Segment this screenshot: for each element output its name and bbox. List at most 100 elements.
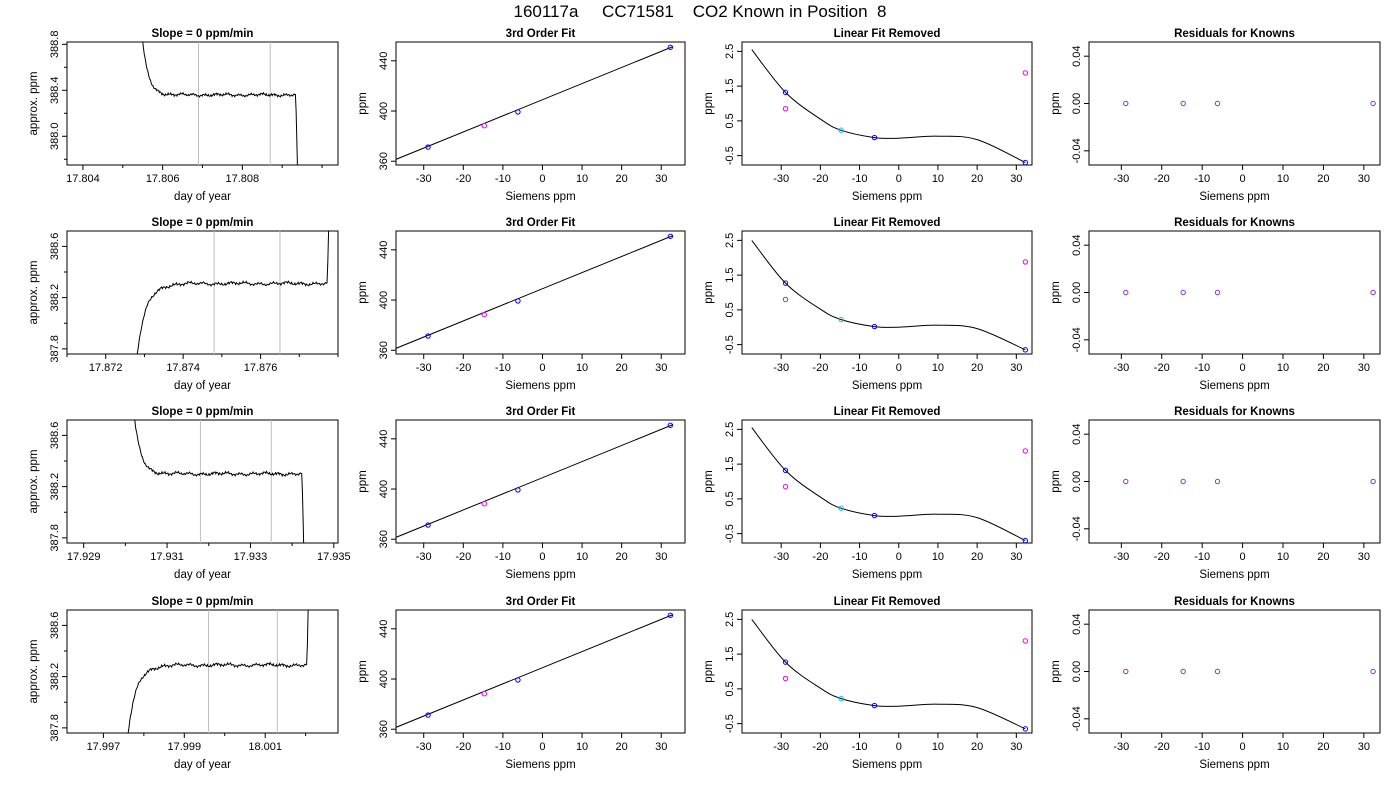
y-axis-label: approx. ppm — [28, 640, 40, 704]
panel-linres-row-3: Linear Fit Removed -30 -20 -10 0 10 20 30 -0.5 0.… — [703, 406, 1033, 581]
x-tick-label: 17.935 — [317, 551, 351, 563]
panel-title: Slope = 0 ppm/min — [152, 596, 254, 608]
x-axis-label: Siemens ppm — [852, 380, 922, 392]
y-tick-label: 440 — [378, 620, 390, 638]
data-point — [1370, 100, 1376, 107]
cubic-fit-curve — [751, 240, 1026, 351]
y-tick-label: 1.5 — [724, 456, 736, 471]
x-tick-label: 10 — [932, 362, 944, 374]
x-tick-label: 0 — [539, 173, 545, 185]
y-tick-label: 0.00 — [1071, 661, 1083, 682]
x-tick-label: 20 — [971, 173, 983, 185]
x-tick-label: 20 — [1317, 551, 1329, 563]
data-point — [1022, 638, 1029, 644]
data-point — [1180, 289, 1186, 296]
data-point — [481, 501, 487, 507]
plot-area — [751, 240, 1026, 351]
panel-linres-row-4: Linear Fit Removed -30 -20 -10 0 10 20 30 -0.5 0.… — [703, 596, 1033, 771]
data-point — [425, 333, 431, 339]
y-tick-label: 0.00 — [1071, 93, 1083, 114]
x-tick-label: 10 — [1277, 551, 1289, 563]
plot-frame — [1088, 609, 1381, 734]
plot-frame — [741, 230, 1033, 355]
x-tick-label: 0 — [539, 362, 545, 374]
y-axis-label: approx. ppm — [28, 72, 40, 136]
x-tick-label: -10 — [852, 362, 868, 374]
x-tick-label: -10 — [495, 741, 511, 753]
y-axis-label: ppm — [703, 281, 715, 303]
y-axis-label: ppm — [357, 660, 369, 682]
panel-fit-row-1: 3rd Order Fit -30 -20 -10 0 10 20 30 360 400 440 Si… — [357, 28, 686, 203]
data-point — [782, 89, 789, 96]
plot-area — [396, 46, 674, 160]
x-tick-label: -30 — [1113, 173, 1129, 185]
data-point — [1022, 259, 1029, 265]
x-tick-label: 10 — [576, 362, 588, 374]
plot-frame — [395, 41, 686, 166]
y-tick-label: 360 — [378, 720, 390, 738]
x-tick-label: -20 — [1154, 362, 1170, 374]
x-tick-label: -20 — [455, 741, 471, 753]
x-tick-label: -20 — [812, 551, 828, 563]
y-tick-label: 400 — [378, 670, 390, 688]
x-tick-label: 17.929 — [67, 551, 101, 563]
panel-title: Residuals for Knowns — [1174, 596, 1295, 608]
data-point — [425, 712, 431, 718]
data-point — [425, 522, 431, 528]
cubic-fit-curve — [751, 427, 1026, 542]
data-point — [1022, 448, 1029, 454]
panel-time-row-1: Slope = 0 ppm/min 17.804 17.806 17.808 388.0… — [28, 28, 339, 203]
data-point — [1123, 100, 1129, 107]
x-axis-label: Siemens ppm — [1199, 569, 1269, 581]
fit-line — [396, 424, 674, 538]
y-tick-label: 360 — [378, 341, 390, 359]
x-axis-label: Siemens ppm — [852, 191, 922, 203]
x-tick-label: -30 — [773, 173, 789, 185]
y-tick-label: 2.5 — [724, 422, 736, 437]
x-tick-label: -20 — [812, 741, 828, 753]
x-tick-label: -10 — [1194, 362, 1210, 374]
data-point — [871, 512, 878, 519]
plot-frame — [395, 230, 686, 355]
y-tick-label: 0.04 — [1071, 45, 1083, 66]
data-point — [1022, 70, 1029, 76]
panel-title: Residuals for Knowns — [1174, 217, 1295, 229]
plot-frame — [741, 419, 1033, 544]
x-tick-label: -20 — [1154, 551, 1170, 563]
panel-linres-row-1: Linear Fit Removed -30 -20 -10 0 10 20 30 -0.5 0.… — [703, 28, 1033, 203]
x-tick-label: 20 — [971, 362, 983, 374]
panel-title: Linear Fit Removed — [834, 217, 941, 229]
x-tick-label: 30 — [655, 741, 667, 753]
y-axis-label: ppm — [1050, 281, 1062, 303]
y-tick-label: -0.5 — [724, 524, 736, 543]
y-tick-label: 387.8 — [49, 335, 61, 363]
x-tick-label: 17.808 — [226, 173, 260, 185]
y-tick-label: -0.5 — [724, 335, 736, 354]
concentration-trace — [134, 420, 305, 543]
y-tick-label: 388.6 — [49, 233, 61, 261]
x-tick-label: 0 — [1240, 741, 1246, 753]
plot-frame — [395, 419, 686, 544]
x-tick-label: 17.806 — [146, 173, 180, 185]
panel-title: Slope = 0 ppm/min — [152, 217, 254, 229]
x-tick-label: -10 — [495, 551, 511, 563]
data-point — [782, 675, 789, 682]
data-point — [1022, 537, 1029, 544]
x-tick-label: 17.872 — [89, 362, 123, 374]
x-tick-label: -30 — [1113, 551, 1129, 563]
panel-title: Residuals for Knowns — [1174, 28, 1295, 40]
x-tick-label: 30 — [1358, 362, 1370, 374]
y-tick-label: 388.0 — [49, 122, 61, 150]
y-tick-label: -0.04 — [1071, 706, 1083, 731]
y-tick-label: 0.00 — [1071, 282, 1083, 303]
y-tick-label: 388.6 — [49, 422, 61, 450]
panel-time-row-3: Slope = 0 ppm/min 17.929 17.931 17.933 17.93… — [28, 406, 351, 581]
data-point — [1022, 347, 1029, 353]
panel-time-row-4: Slope = 0 ppm/min 17.997 17.999 18.001 387.8… — [28, 596, 339, 771]
x-tick-label: -30 — [416, 551, 432, 563]
y-axis-label: ppm — [357, 470, 369, 492]
plot-area — [127, 610, 309, 733]
data-point — [1214, 668, 1221, 675]
x-tick-label: -30 — [1113, 362, 1129, 374]
